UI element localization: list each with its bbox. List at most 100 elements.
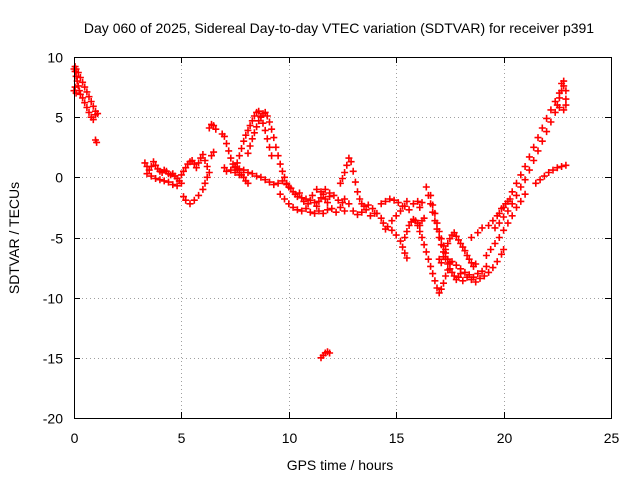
data-point	[253, 172, 261, 180]
data-point	[147, 163, 155, 170]
data-point	[169, 181, 177, 189]
data-point	[83, 88, 91, 96]
data-point	[487, 246, 495, 253]
data-point	[324, 199, 331, 207]
data-point	[478, 224, 486, 232]
data-point	[431, 277, 439, 285]
data-point	[416, 228, 424, 235]
data-point	[530, 143, 538, 151]
data-point	[455, 273, 462, 281]
data-point	[85, 93, 93, 101]
data-point	[392, 212, 400, 220]
data-point	[93, 138, 101, 146]
data-point	[223, 167, 230, 175]
data-point	[364, 201, 372, 209]
data-point	[276, 160, 284, 168]
data-point	[558, 163, 566, 170]
data-point	[513, 191, 520, 199]
data-point	[177, 171, 185, 179]
data-point	[150, 158, 157, 166]
data-point	[414, 197, 422, 205]
data-point	[253, 123, 261, 131]
data-point	[190, 160, 198, 168]
data-point	[534, 147, 542, 155]
data-point	[274, 179, 282, 187]
data-point	[302, 195, 310, 203]
data-point	[87, 98, 95, 105]
data-point	[493, 212, 501, 220]
data-point	[205, 124, 213, 132]
data-point	[386, 195, 394, 203]
data-point	[356, 195, 364, 203]
data-point	[231, 169, 239, 176]
data-point	[450, 229, 458, 237]
data-point	[72, 72, 80, 80]
data-point	[538, 137, 546, 145]
data-point	[89, 102, 97, 110]
data-point	[238, 145, 245, 152]
plot-frame	[74, 57, 612, 419]
data-point	[377, 200, 385, 208]
data-point	[373, 209, 381, 217]
data-point	[560, 106, 568, 114]
data-point	[72, 89, 80, 97]
data-point	[313, 202, 321, 210]
data-point	[85, 108, 93, 116]
data-point	[543, 114, 551, 122]
data-point	[76, 74, 84, 81]
data-point	[248, 135, 256, 143]
data-point	[485, 268, 493, 276]
data-point	[500, 246, 508, 253]
data-point	[341, 195, 349, 203]
data-point	[141, 159, 149, 167]
data-point	[409, 200, 417, 208]
data-point	[266, 178, 273, 186]
data-point	[165, 178, 172, 186]
data-point	[562, 101, 570, 109]
data-point	[504, 219, 512, 227]
data-point	[208, 152, 215, 160]
x-tick-label: 10	[282, 430, 298, 446]
data-point	[536, 176, 544, 184]
data-point	[328, 205, 336, 213]
data-point	[296, 189, 303, 197]
data-point	[199, 151, 207, 158]
data-point	[257, 173, 265, 181]
data-point	[354, 188, 361, 196]
data-point	[74, 69, 82, 77]
data-point	[192, 164, 200, 172]
data-point	[457, 265, 465, 273]
data-point	[504, 207, 512, 215]
data-point	[201, 179, 209, 187]
data-point	[555, 89, 563, 97]
data-point	[467, 276, 475, 284]
data-point	[324, 206, 331, 214]
data-point	[401, 234, 409, 241]
data-point	[489, 264, 497, 272]
data-point	[326, 349, 334, 357]
data-point	[94, 110, 102, 118]
data-point	[220, 164, 228, 172]
data-point	[79, 78, 87, 86]
y-tick-label: 5	[55, 110, 63, 126]
data-point	[457, 240, 465, 247]
data-point	[422, 183, 430, 191]
data-point	[248, 117, 256, 125]
data-point	[485, 222, 493, 229]
data-point	[418, 234, 426, 241]
data-point	[339, 175, 346, 182]
data-point	[474, 270, 482, 278]
data-point	[508, 200, 516, 208]
data-point	[190, 196, 198, 204]
data-point	[495, 219, 503, 227]
data-point	[403, 254, 411, 262]
data-point	[81, 83, 89, 91]
data-point	[308, 191, 316, 199]
data-point	[437, 285, 445, 293]
data-point	[384, 223, 392, 231]
data-point	[227, 166, 235, 174]
data-point	[351, 178, 359, 186]
data-point	[418, 199, 426, 207]
data-point	[349, 207, 357, 215]
data-point	[285, 200, 293, 208]
